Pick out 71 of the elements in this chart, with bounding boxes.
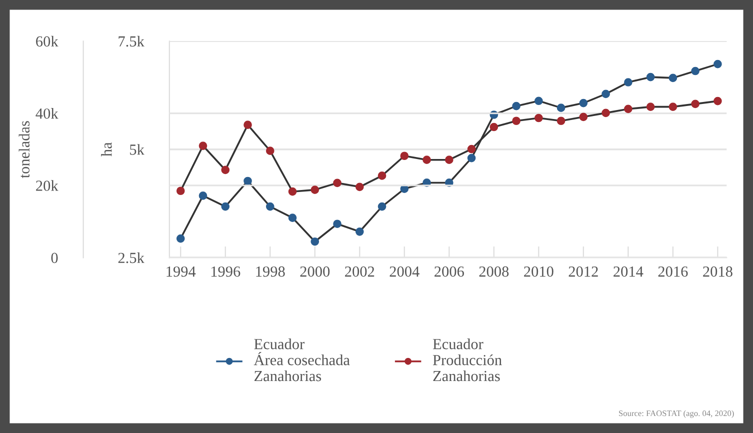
point [602, 90, 610, 98]
point [512, 102, 520, 110]
point [646, 102, 655, 111]
point [714, 96, 722, 106]
x-tick-label: 2014 [614, 266, 644, 277]
point [602, 108, 610, 118]
point [624, 78, 632, 86]
point [176, 186, 185, 196]
y-tick-label: 2.5k [118, 252, 144, 264]
point [333, 178, 342, 188]
point [490, 122, 498, 132]
point [422, 156, 431, 164]
y2-tick-label: 0 [51, 252, 58, 264]
y2-tick-label: 40k [36, 108, 58, 119]
point [400, 152, 409, 160]
point [266, 146, 274, 155]
x-tick-label: 2010 [524, 266, 554, 277]
point [556, 116, 566, 126]
x-tick-label: 1998 [256, 266, 285, 277]
point [221, 202, 230, 211]
x-tick-label: 2008 [479, 266, 509, 277]
point [668, 74, 678, 82]
point [288, 187, 297, 196]
y-tick-label: 7.5k [118, 36, 144, 47]
x-tick-label: 1996 [211, 266, 240, 277]
x-tick-label: 1994 [166, 266, 196, 277]
legend-label: Ecuador Producción Zanahorias [432, 338, 502, 382]
point [624, 104, 632, 114]
x-tick-label: 2016 [658, 266, 688, 277]
point [355, 227, 364, 236]
point [646, 72, 655, 82]
x-tick-label: 2004 [390, 266, 420, 277]
point [534, 96, 543, 106]
point [579, 112, 588, 122]
point [512, 116, 520, 126]
point [221, 166, 230, 174]
source-note: Source: FAOSTAT (ago. 04, 2020) [619, 410, 734, 418]
point [244, 120, 252, 130]
point [333, 220, 342, 228]
y2-axis-title: toneladas [18, 121, 30, 178]
x-tick-label: 2000 [300, 266, 330, 277]
y-axis-title: ha [101, 142, 112, 156]
y-tick-label: 5k [130, 144, 144, 155]
point [378, 202, 386, 211]
point [176, 234, 185, 243]
point [288, 214, 297, 222]
point [668, 102, 678, 111]
point [691, 66, 700, 76]
point [244, 176, 252, 186]
point [378, 172, 386, 180]
y2-tick-label: 20k [36, 180, 58, 191]
point [556, 104, 566, 112]
point [467, 144, 476, 154]
y2-tick-label: 60k [36, 36, 58, 47]
point [534, 114, 543, 122]
point [714, 60, 722, 68]
x-tick-label: 2002 [345, 266, 374, 277]
point [467, 154, 476, 162]
point [198, 142, 208, 150]
x-tick-label: 2018 [703, 266, 732, 277]
x-tick-label: 2006 [434, 266, 464, 277]
point [444, 156, 454, 164]
legend-label: Ecuador Área cosechada Zanahorias [254, 338, 350, 382]
point [355, 182, 364, 192]
point [691, 100, 700, 108]
point [310, 186, 320, 194]
x-tick-label: 2012 [568, 266, 598, 277]
point [310, 237, 320, 246]
point [579, 98, 588, 108]
point [198, 192, 208, 200]
point [266, 202, 274, 211]
